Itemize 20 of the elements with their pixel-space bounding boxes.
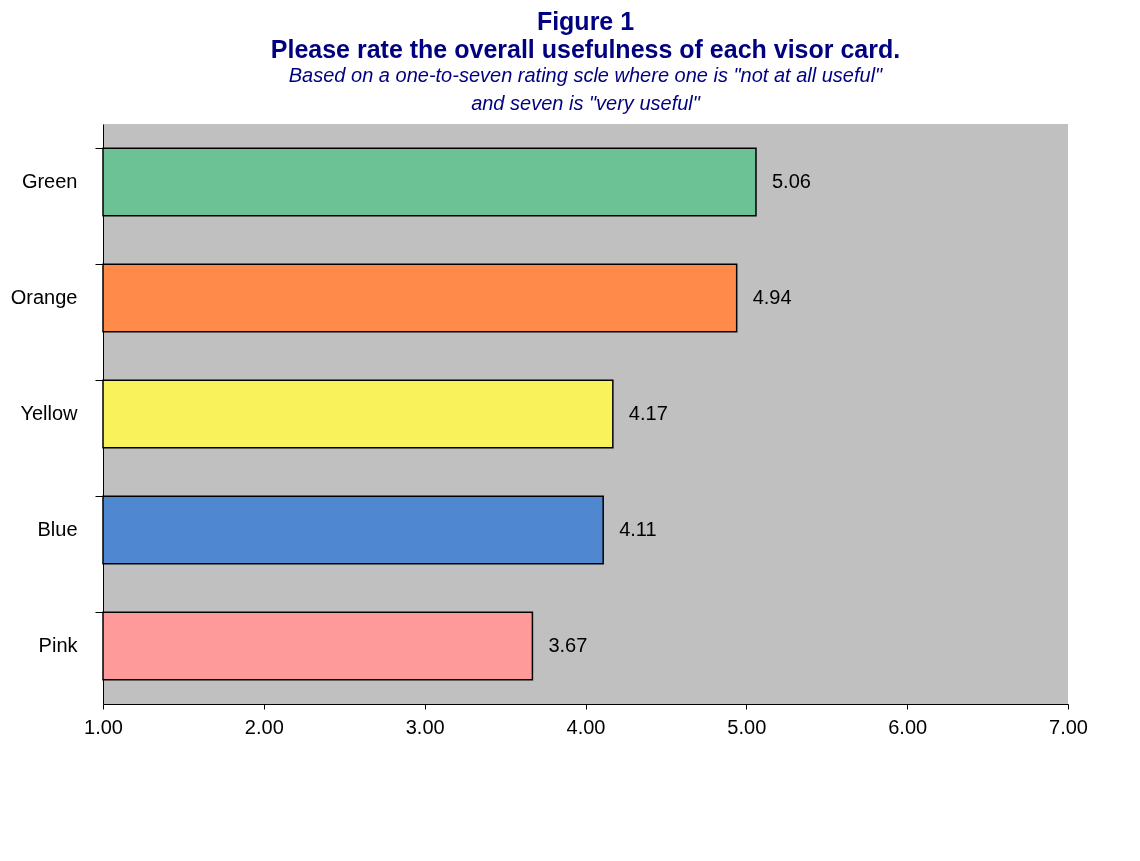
y-tick-label: Yellow	[20, 402, 79, 424]
chart-title: Figure 1	[536, 7, 635, 35]
data-label: 4.11	[619, 518, 657, 540]
y-tick-label: Green	[21, 170, 78, 192]
x-tick-label: 3.00	[405, 715, 445, 738]
x-tick-label: 5.00	[727, 715, 767, 738]
data-label: 4.94	[752, 286, 792, 308]
x-tick-label: 7.00	[1049, 715, 1088, 738]
y-tick-label: Pink	[38, 634, 79, 656]
x-tick-label: 1.00	[84, 715, 123, 738]
text: Based on a one-to-seven rating scle where one is "not at all useful" and seven is "very useful"	[288, 64, 884, 114]
x-tick-label: 6.00	[888, 715, 928, 738]
x-tick-label: 2.00	[244, 715, 284, 738]
data-label: 4.17	[628, 402, 668, 424]
y-tick-label: Blue	[37, 518, 78, 540]
y-tick-label: Orange	[10, 286, 78, 308]
x-tick-label: 4.00	[566, 715, 606, 738]
data-label: 3.67	[548, 634, 588, 656]
chart-subtitle: Please rate the overall usefulness of each visor card.	[270, 35, 901, 63]
data-label: 5.06	[771, 170, 811, 192]
